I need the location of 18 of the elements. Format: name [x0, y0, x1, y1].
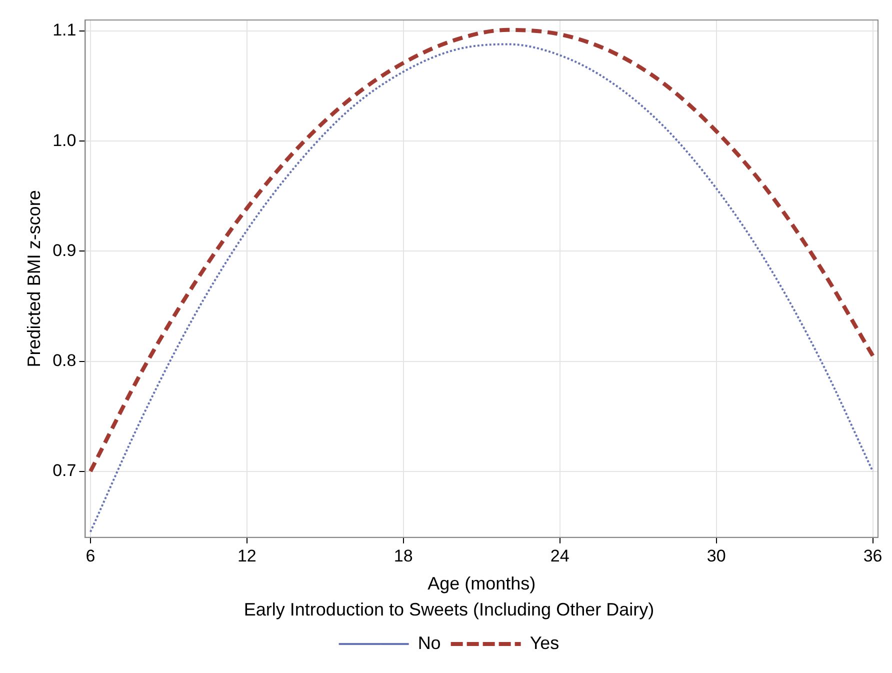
y-tick-label: 1.1 — [52, 20, 76, 40]
line-series — [89, 43, 874, 533]
x-tick-label: 30 — [706, 546, 726, 566]
legend-label: No — [418, 632, 441, 653]
x-tick-label: 18 — [394, 546, 413, 566]
line-series — [88, 28, 875, 474]
y-tick-label: 0.7 — [52, 461, 76, 480]
y-tick-label: 0.8 — [52, 350, 76, 370]
x-tick-label: 24 — [550, 546, 570, 566]
x-tick-label: 36 — [863, 546, 882, 566]
x-tick-label: 6 — [86, 546, 96, 566]
legend-title: Early Introduction to Sweets (Including Other Dairy) — [244, 599, 654, 620]
x-tick-label: 12 — [237, 546, 256, 566]
x-axis-title: Age (months) — [428, 574, 536, 594]
y-tick-label: 1.0 — [52, 130, 76, 150]
y-tick-label: 0.9 — [52, 240, 76, 260]
legend-label: Yes — [530, 632, 560, 653]
y-axis-title: Predicted BMI z-score — [24, 190, 44, 368]
